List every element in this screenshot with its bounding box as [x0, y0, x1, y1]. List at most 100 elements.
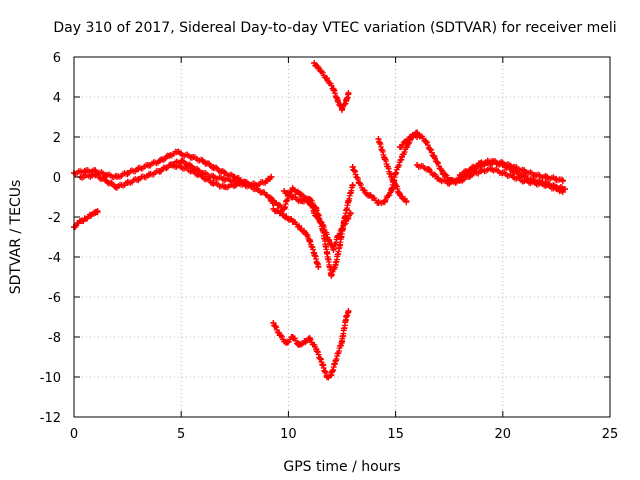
- x-tick-label: 5: [177, 427, 185, 442]
- data-point: [339, 338, 345, 344]
- data-point: [146, 172, 153, 178]
- data-point: [435, 176, 442, 182]
- data-point: [283, 214, 290, 220]
- data-point: [332, 262, 339, 268]
- data-point: [124, 180, 131, 186]
- x-tick-label: 15: [387, 427, 404, 442]
- y-tick-label: 0: [53, 171, 61, 186]
- data-point: [334, 234, 341, 240]
- y-tick-label: -2: [48, 211, 61, 226]
- data-point: [396, 192, 403, 198]
- data-point: [467, 166, 474, 172]
- data-point: [306, 196, 313, 202]
- data-point: [362, 190, 369, 196]
- series-track-n: [414, 162, 566, 196]
- y-tick-label: 2: [53, 131, 61, 146]
- data-point: [135, 176, 142, 182]
- data-point: [103, 172, 110, 178]
- data-point: [188, 154, 195, 160]
- data-point: [345, 308, 352, 314]
- data-point: [276, 332, 283, 338]
- data-point: [489, 166, 496, 172]
- data-point: [178, 158, 185, 164]
- data-point: [113, 184, 120, 190]
- data-point: [553, 184, 560, 190]
- data-point: [388, 174, 395, 180]
- data-point: [349, 182, 356, 188]
- data-point: [531, 178, 538, 184]
- data-point: [178, 164, 185, 170]
- data-point: [499, 170, 506, 176]
- data-point: [289, 218, 296, 224]
- data-point: [334, 98, 341, 104]
- data-point: [221, 170, 228, 176]
- data-point: [274, 202, 281, 208]
- data-point: [345, 198, 352, 204]
- data-point: [103, 178, 110, 184]
- x-axis-title: GPS time / hours: [283, 459, 400, 475]
- data-point: [328, 272, 335, 278]
- series-track-f: [270, 206, 322, 270]
- data-point: [270, 206, 277, 212]
- data-point: [392, 182, 399, 188]
- data-point: [263, 192, 270, 198]
- data-point: [319, 222, 326, 228]
- data-point: [173, 149, 180, 155]
- data-point: [315, 264, 322, 270]
- data-point: [167, 152, 174, 158]
- data-point: [317, 68, 324, 74]
- y-axis-title: SDTVAR / TECUs: [8, 180, 24, 295]
- data-point: [268, 198, 275, 204]
- series-track-h: [311, 210, 354, 253]
- data-point: [553, 176, 560, 182]
- data-point: [276, 210, 283, 216]
- data-point: [313, 346, 320, 352]
- data-point: [405, 136, 412, 142]
- y-tick-label: 4: [53, 91, 61, 106]
- data-point: [531, 172, 538, 178]
- series-track-j: [270, 308, 352, 381]
- data-point: [113, 174, 120, 180]
- data-point: [221, 176, 228, 182]
- data-point: [302, 230, 309, 236]
- data-point: [281, 206, 288, 212]
- data-point: [253, 186, 260, 192]
- data-point: [446, 180, 453, 186]
- data-point: [323, 374, 330, 380]
- data-point: [199, 170, 206, 176]
- y-tick-label: -12: [40, 411, 61, 426]
- data-point: [343, 98, 350, 104]
- data-point: [296, 190, 303, 196]
- plot-frame: [73, 56, 611, 418]
- axis-layer: -12 -10 -8 -6 -4 -2 0 2 4 6 0 5 10 15 20 25: [40, 51, 619, 442]
- data-point: [92, 172, 99, 178]
- data-point: [561, 186, 568, 192]
- data-point: [399, 154, 406, 160]
- data-point: [392, 170, 399, 176]
- data-point: [156, 158, 163, 164]
- data-point: [499, 162, 506, 168]
- data-point: [414, 162, 421, 168]
- data-point: [210, 174, 217, 180]
- data-point: [439, 170, 446, 176]
- data-point: [263, 178, 270, 184]
- data-point: [467, 172, 474, 178]
- data-point: [75, 220, 82, 226]
- data-point: [323, 76, 330, 82]
- chart-title: Day 310 of 2017, Sidereal Day-to-day VTE…: [53, 20, 616, 36]
- data-point: [311, 60, 318, 66]
- data-point: [349, 164, 356, 170]
- data-point: [167, 162, 174, 168]
- data-point: [81, 216, 88, 222]
- data-point: [311, 250, 318, 256]
- data-point: [510, 168, 517, 174]
- data-point: [456, 178, 463, 184]
- data-point: [339, 106, 345, 112]
- data-point: [289, 334, 296, 340]
- data-point: [311, 210, 318, 216]
- y-tick-label: -10: [40, 371, 61, 386]
- data-point: [343, 218, 350, 224]
- data-point: [81, 168, 88, 174]
